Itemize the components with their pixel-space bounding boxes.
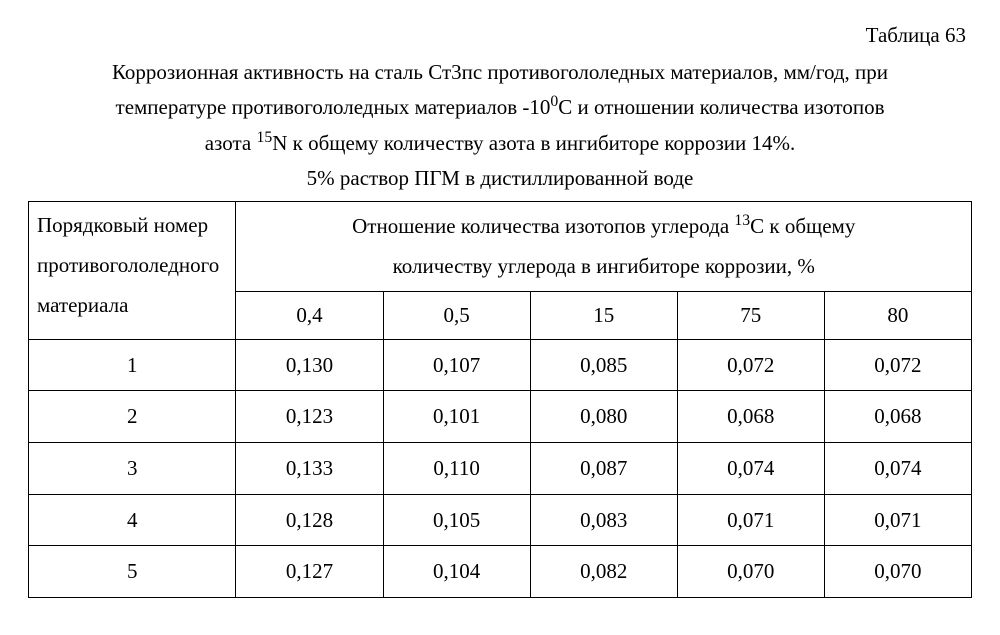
row-header-text: материала <box>37 293 128 317</box>
caption-text: N к общему количеству азота в ингибиторе… <box>272 131 795 155</box>
data-cell: 0,083 <box>530 494 677 546</box>
data-cell: 0,130 <box>236 339 383 391</box>
table-caption: Коррозионная активность на сталь Ст3пс п… <box>28 55 972 196</box>
row-header-cell: Порядковый номер противогололедного мате… <box>29 202 236 339</box>
data-cell: 0,070 <box>824 546 971 598</box>
table-row: 5 0,127 0,104 0,082 0,070 0,070 <box>29 546 972 598</box>
data-cell: 0,105 <box>383 494 530 546</box>
data-cell: 0,070 <box>677 546 824 598</box>
caption-line-1: Коррозионная активность на сталь Ст3пс п… <box>28 55 972 90</box>
data-cell: 0,087 <box>530 442 677 494</box>
row-header-text: Порядковый номер <box>37 213 208 237</box>
table-row: 2 0,123 0,101 0,080 0,068 0,068 <box>29 391 972 443</box>
data-cell: 0,101 <box>383 391 530 443</box>
data-cell: 0,128 <box>236 494 383 546</box>
caption-superscript: 15 <box>256 129 272 146</box>
row-number: 5 <box>29 546 236 598</box>
data-cell: 0,104 <box>383 546 530 598</box>
header-superscript: 13 <box>734 212 750 229</box>
column-label: 0,5 <box>383 291 530 339</box>
table-number-label: Таблица 63 <box>28 18 972 53</box>
data-cell: 0,085 <box>530 339 677 391</box>
header-text: количеству углерода в ингибиторе коррози… <box>393 254 815 278</box>
caption-text: температуре противогололедных материалов… <box>116 95 551 119</box>
table-row: 1 0,130 0,107 0,085 0,072 0,072 <box>29 339 972 391</box>
table-header-row-1: Порядковый номер противогололедного мате… <box>29 202 972 292</box>
data-cell: 0,080 <box>530 391 677 443</box>
caption-line-2: температуре противогололедных материалов… <box>28 89 972 125</box>
table-row: 4 0,128 0,105 0,083 0,071 0,071 <box>29 494 972 546</box>
data-table: Порядковый номер противогололедного мате… <box>28 201 972 598</box>
caption-line-4: 5% раствор ПГМ в дистиллированной воде <box>28 161 972 196</box>
column-label: 0,4 <box>236 291 383 339</box>
data-cell: 0,072 <box>677 339 824 391</box>
data-cell: 0,072 <box>824 339 971 391</box>
row-header-text: противогололедного <box>37 253 219 277</box>
column-label: 15 <box>530 291 677 339</box>
row-number: 2 <box>29 391 236 443</box>
caption-line-3: азота 15N к общему количеству азота в ин… <box>28 125 972 161</box>
header-text: С к общему <box>750 214 855 238</box>
header-text: Отношение количества изотопов углерода <box>352 214 734 238</box>
caption-text: азота <box>205 131 257 155</box>
data-cell: 0,133 <box>236 442 383 494</box>
caption-text: С и отношении количества изотопов <box>558 95 884 119</box>
column-label: 80 <box>824 291 971 339</box>
data-cell: 0,071 <box>824 494 971 546</box>
column-label: 75 <box>677 291 824 339</box>
data-cell: 0,110 <box>383 442 530 494</box>
data-cell: 0,071 <box>677 494 824 546</box>
row-number: 4 <box>29 494 236 546</box>
data-cell: 0,074 <box>824 442 971 494</box>
column-group-header: Отношение количества изотопов углерода 1… <box>236 202 972 292</box>
data-cell: 0,068 <box>824 391 971 443</box>
data-cell: 0,068 <box>677 391 824 443</box>
row-number: 1 <box>29 339 236 391</box>
data-cell: 0,074 <box>677 442 824 494</box>
data-cell: 0,123 <box>236 391 383 443</box>
data-cell: 0,082 <box>530 546 677 598</box>
table-row: 3 0,133 0,110 0,087 0,074 0,074 <box>29 442 972 494</box>
data-cell: 0,127 <box>236 546 383 598</box>
document-page: Таблица 63 Коррозионная активность на ст… <box>0 0 1000 635</box>
data-cell: 0,107 <box>383 339 530 391</box>
row-number: 3 <box>29 442 236 494</box>
